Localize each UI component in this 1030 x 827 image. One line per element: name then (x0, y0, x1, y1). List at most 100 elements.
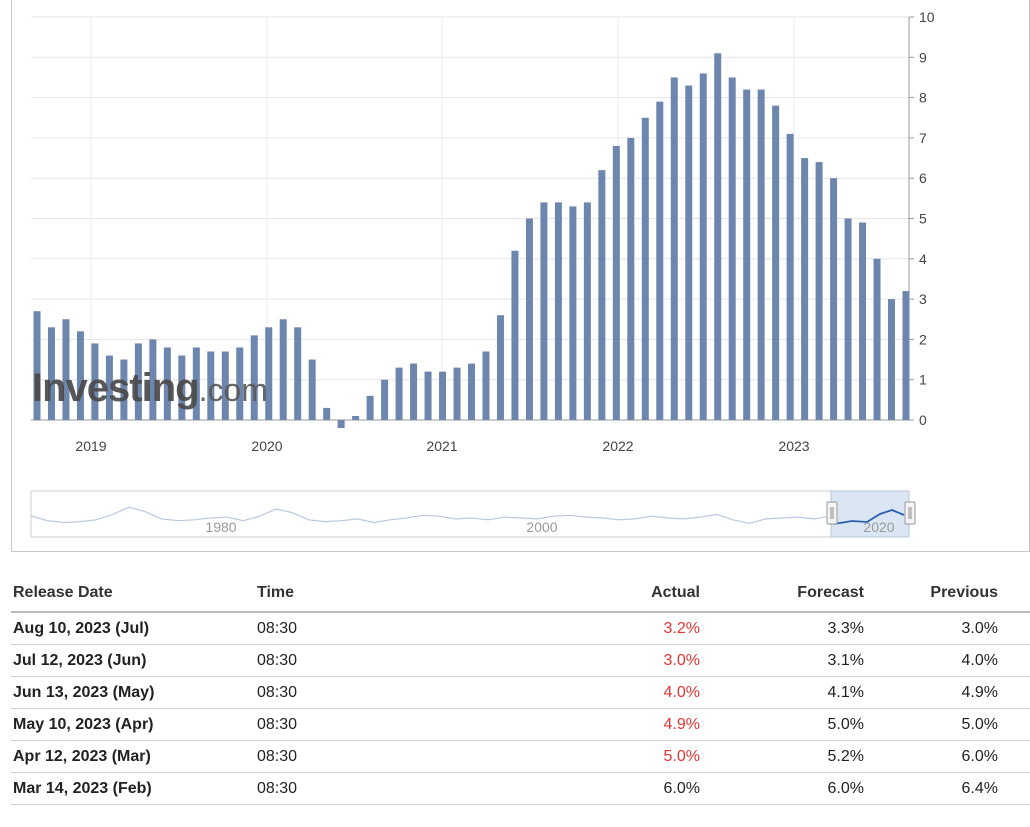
bar[interactable] (250, 335, 258, 420)
cell-previous: 6.0% (896, 740, 1030, 773)
x-tick-label: 2023 (778, 438, 809, 454)
navigator-handle[interactable] (826, 501, 838, 525)
bar[interactable] (120, 359, 128, 420)
col-time[interactable]: Time (255, 575, 421, 613)
bar[interactable] (525, 218, 533, 421)
bar[interactable] (294, 327, 302, 420)
cell-time: 08:30 (255, 772, 421, 805)
bar[interactable] (439, 371, 447, 420)
bar[interactable] (554, 202, 562, 420)
bar[interactable] (163, 347, 171, 420)
bar[interactable] (308, 359, 316, 420)
bar[interactable] (91, 343, 99, 420)
bar[interactable] (352, 415, 360, 420)
bar[interactable] (221, 351, 229, 420)
cell-date: Aug 10, 2023 (Jul) (11, 612, 255, 645)
cell-actual: 4.9% (420, 708, 732, 741)
bar[interactable] (844, 218, 852, 421)
y-tick-label: 6 (919, 170, 927, 186)
bar[interactable] (772, 105, 780, 420)
bar[interactable] (670, 77, 678, 420)
bar[interactable] (612, 145, 620, 420)
bar[interactable] (873, 258, 881, 420)
bar[interactable] (47, 327, 55, 420)
table-row: Aug 10, 2023 (Jul) 08:30 3.2% 3.3% 3.0% (11, 612, 1030, 645)
bar[interactable] (714, 53, 722, 421)
bar[interactable] (149, 339, 157, 420)
bar[interactable] (685, 85, 693, 420)
bar[interactable] (902, 291, 910, 420)
y-tick-label: 2 (919, 331, 927, 347)
bar[interactable] (279, 319, 287, 420)
bar[interactable] (207, 351, 215, 420)
table-row: Apr 12, 2023 (Mar) 08:30 5.0% 5.2% 6.0% (11, 740, 1030, 773)
bar[interactable] (424, 371, 432, 420)
col-release-date[interactable]: Release Date (11, 575, 255, 613)
navigator-selection[interactable] (830, 490, 910, 538)
bar[interactable] (323, 407, 331, 420)
bar[interactable] (786, 133, 794, 420)
cell-actual: 3.0% (420, 644, 732, 677)
bar[interactable] (105, 355, 113, 420)
navigator-frame (30, 490, 910, 538)
bar[interactable] (888, 299, 896, 420)
bar[interactable] (337, 420, 345, 429)
bar[interactable] (468, 363, 475, 420)
bar[interactable] (453, 367, 461, 420)
bar[interactable] (178, 355, 186, 420)
y-tick-label: 3 (919, 291, 927, 307)
bar[interactable] (859, 222, 867, 420)
y-tick-label: 10 (919, 9, 935, 25)
bar[interactable] (33, 311, 41, 420)
bar[interactable] (192, 347, 200, 420)
bar[interactable] (815, 162, 823, 420)
col-forecast[interactable]: Forecast (732, 575, 896, 613)
bar[interactable] (62, 319, 70, 420)
bar[interactable] (583, 202, 591, 420)
y-tick-label: 9 (919, 49, 927, 65)
cell-date: Jul 12, 2023 (Jun) (11, 644, 255, 677)
cell-actual: 3.2% (420, 612, 732, 645)
bar[interactable] (627, 137, 635, 420)
cell-time: 08:30 (255, 740, 421, 773)
cell-previous: 3.0% (896, 612, 1030, 645)
col-actual[interactable]: Actual (420, 575, 732, 613)
cell-time: 08:30 (255, 644, 421, 677)
bar[interactable] (801, 158, 809, 421)
cell-previous: 4.9% (896, 676, 1030, 709)
navigator-label: 2000 (526, 519, 557, 535)
bar[interactable] (656, 101, 664, 420)
col-previous[interactable]: Previous (896, 575, 1030, 613)
table-row: Mar 14, 2023 (Feb) 08:30 6.0% 6.0% 6.4% (11, 772, 1030, 805)
navigator-handle[interactable] (904, 501, 916, 525)
bar[interactable] (757, 89, 765, 420)
bar[interactable] (830, 178, 838, 420)
bar[interactable] (699, 73, 707, 421)
bar[interactable] (134, 343, 142, 420)
cell-forecast: 3.1% (732, 644, 896, 677)
bar[interactable] (395, 367, 403, 420)
bar[interactable] (381, 379, 389, 420)
bar[interactable] (76, 331, 84, 420)
bar[interactable] (511, 250, 519, 420)
cell-date: May 10, 2023 (Apr) (11, 708, 255, 741)
x-tick-label: 2019 (75, 438, 106, 454)
table-header-row: Release Date Time Actual Forecast Previo… (11, 575, 1030, 613)
bar[interactable] (236, 347, 244, 420)
bar[interactable] (641, 117, 649, 420)
cell-date: Jun 13, 2023 (May) (11, 676, 255, 709)
bar[interactable] (569, 206, 577, 420)
bar[interactable] (598, 170, 606, 420)
bar[interactable] (482, 351, 490, 420)
bar[interactable] (366, 395, 374, 420)
bar[interactable] (540, 202, 548, 420)
bar[interactable] (728, 77, 736, 420)
cell-actual: 5.0% (420, 740, 732, 773)
bar[interactable] (743, 89, 751, 420)
cell-previous: 6.4% (896, 772, 1030, 805)
bar[interactable] (496, 315, 504, 420)
main-chart: 0 1 2 3 4 5 6 7 8 9 10 2019 2020 2021 2022 2023 (31, 9, 935, 454)
bar[interactable] (410, 363, 418, 420)
bar[interactable] (265, 327, 273, 420)
table-row: Jul 12, 2023 (Jun) 08:30 3.0% 3.1% 4.0% (11, 644, 1030, 677)
